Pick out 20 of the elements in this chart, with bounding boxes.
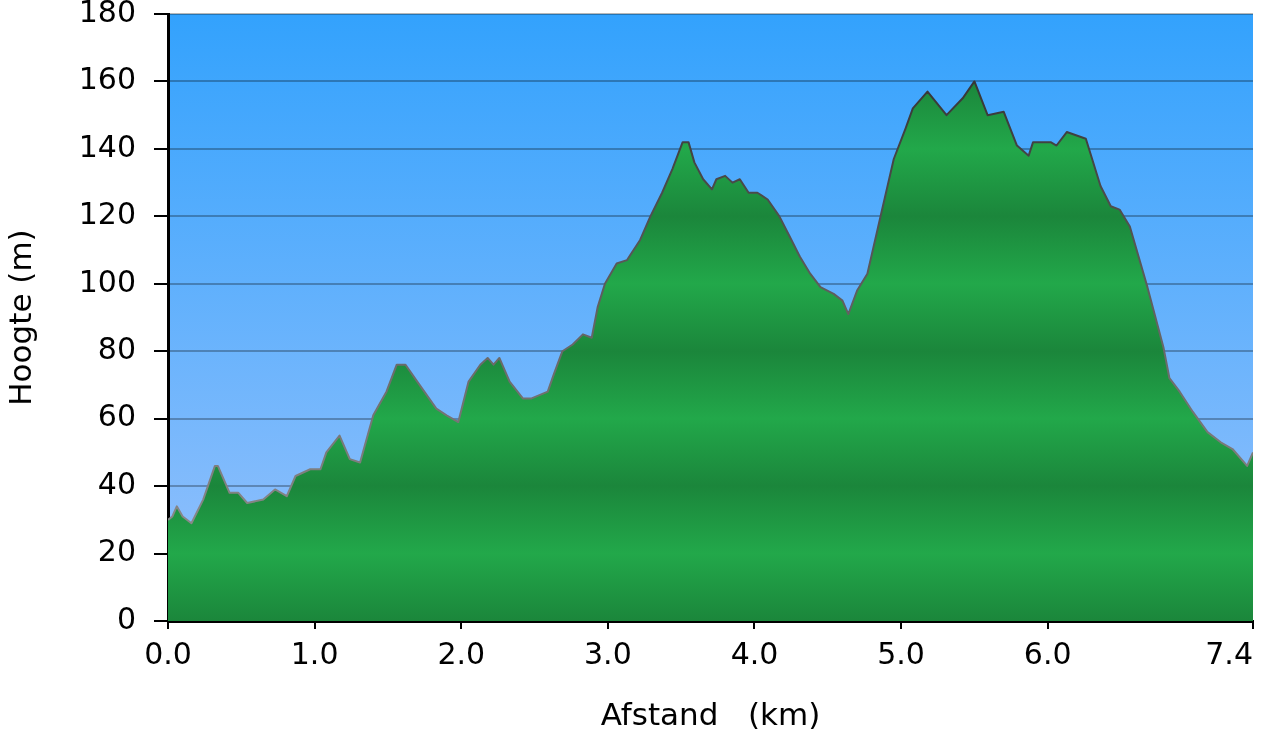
x-tick-label: 0.0	[144, 635, 192, 671]
x-tick-label: 2.0	[437, 635, 486, 671]
y-axis-title: Hoogte (m)	[1, 229, 38, 406]
x-tick-label: 5.0	[877, 635, 925, 671]
y-tick-label: 180	[78, 0, 136, 29]
x-tick-label: 7.4	[1205, 635, 1253, 671]
x-tick-label: 1.0	[290, 635, 339, 671]
y-tick-label: 100	[78, 263, 136, 299]
y-tick-label: 40	[97, 465, 136, 501]
y-tick-label: 160	[78, 61, 136, 97]
x-tick-label: 6.0	[1023, 635, 1072, 671]
x-tick-label: 3.0	[584, 635, 632, 671]
y-tick-label: 140	[78, 128, 136, 164]
y-tick-label: 0	[116, 600, 136, 636]
y-tick-label: 80	[97, 331, 136, 367]
y-tick-label: 60	[97, 398, 136, 434]
x-tick-label: 4.0	[730, 635, 779, 671]
x-axis-title: Afstand (km)	[600, 696, 821, 733]
y-tick-label: 120	[78, 196, 136, 232]
y-tick-label: 20	[97, 533, 136, 569]
